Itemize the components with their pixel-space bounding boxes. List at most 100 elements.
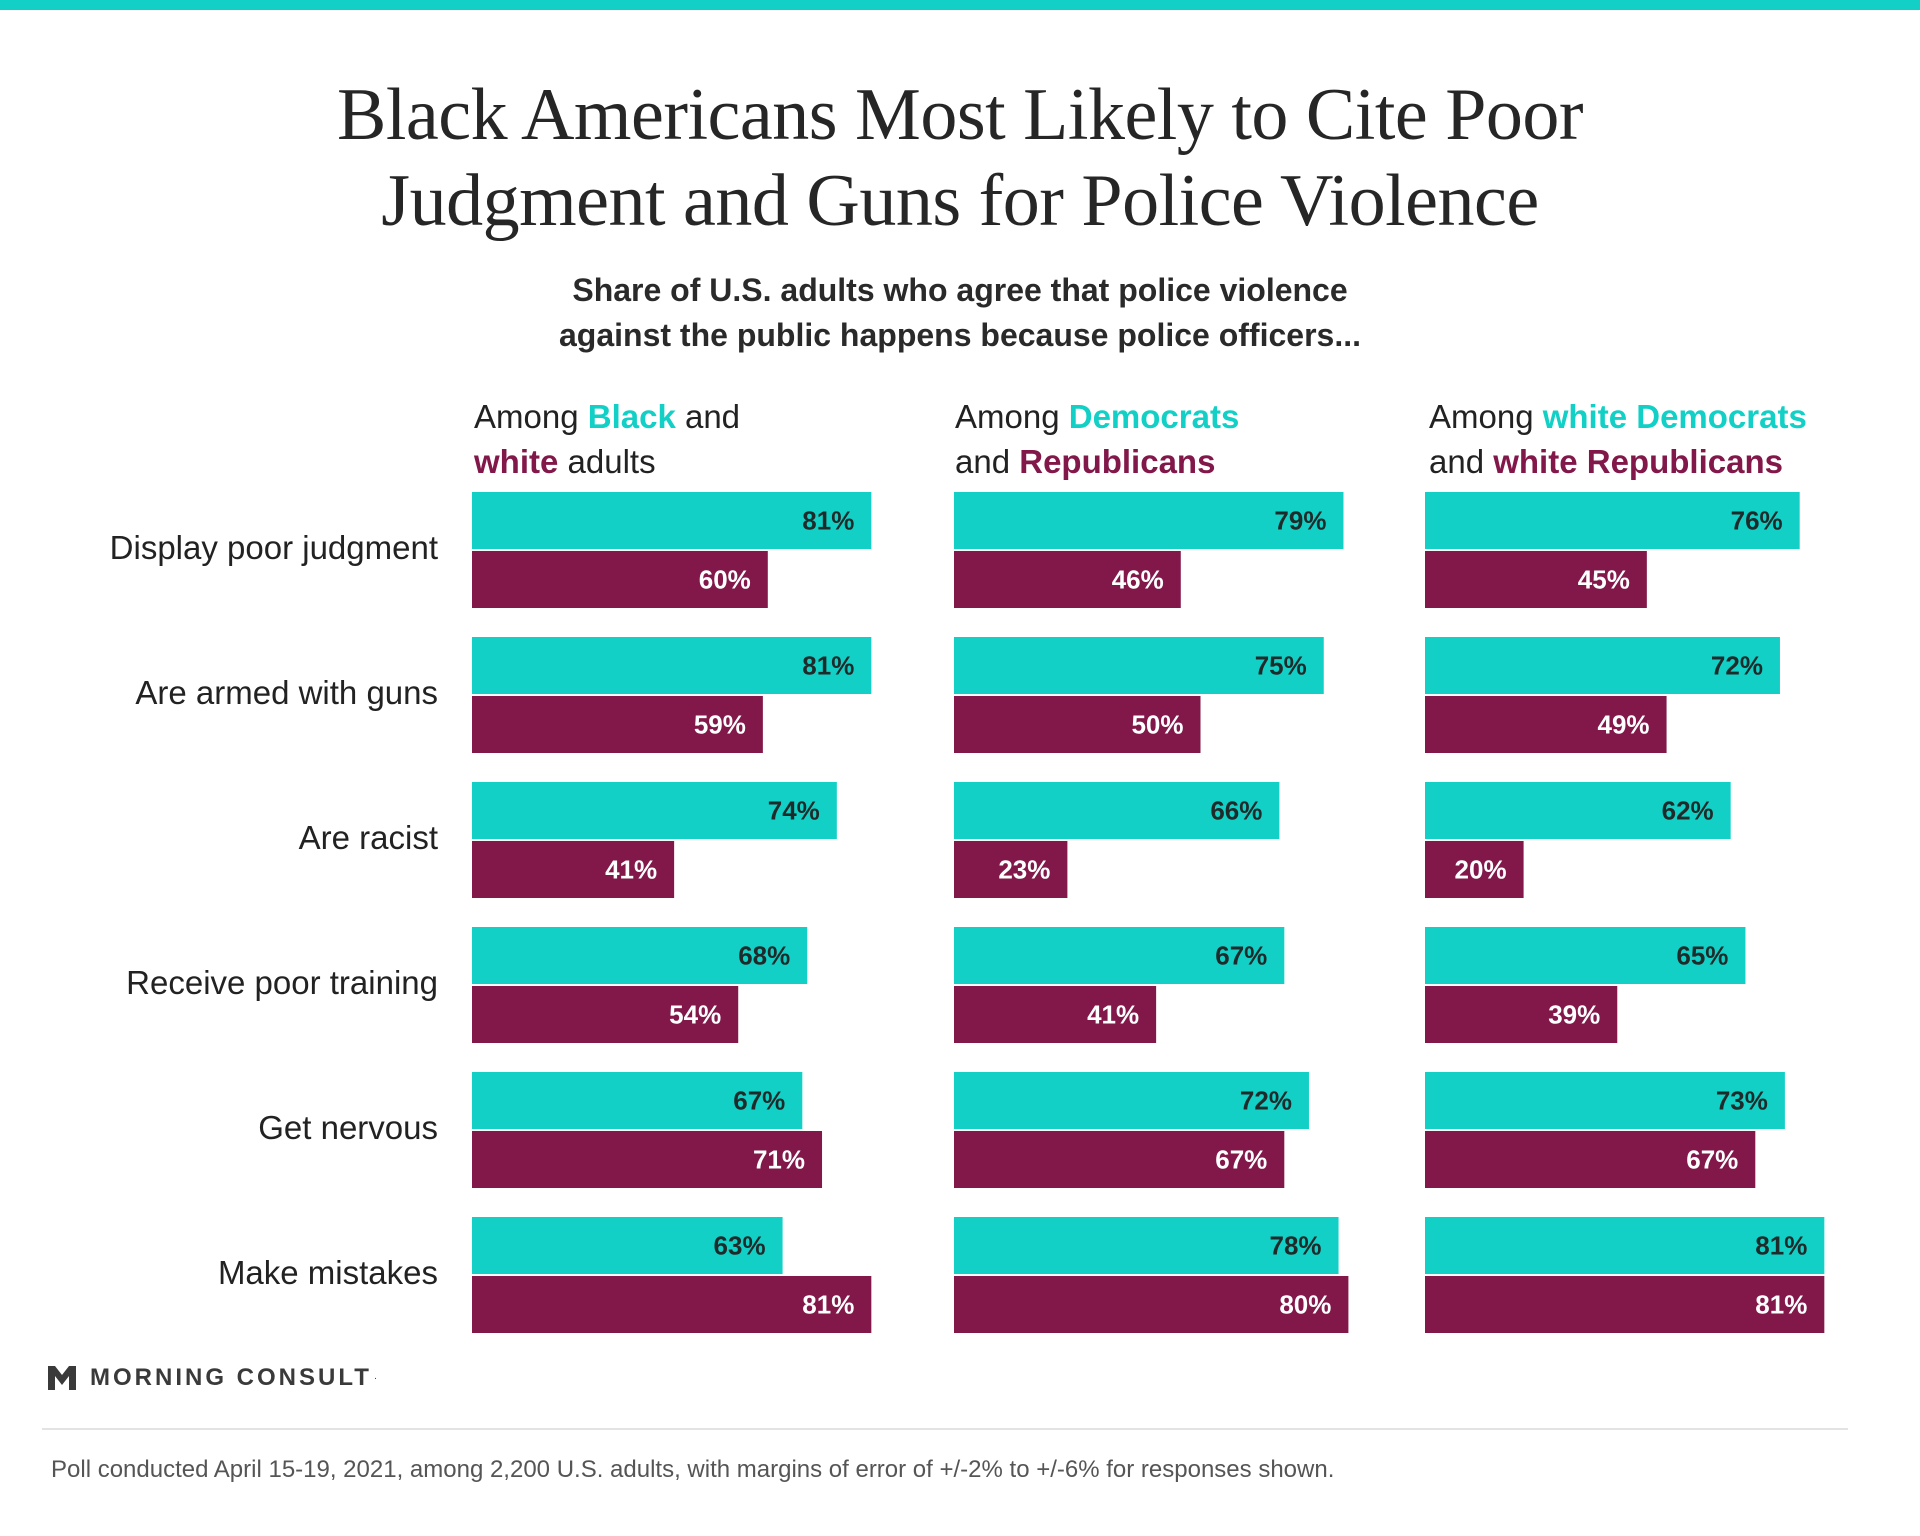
bar-white-receive-poor-training (472, 986, 739, 1043)
heading-text: Among (1429, 398, 1543, 435)
heading-group-a: white Democrats (1542, 398, 1807, 435)
panel-heading-democrats-republicans: Among Democrats and Republicans (955, 394, 1239, 484)
panel-heading-white-dem-rep: Among white Democrats and white Republic… (1429, 394, 1807, 484)
heading-text: and (955, 443, 1020, 480)
chart-subtitle: Share of U.S. adults who agree that poli… (0, 268, 1920, 358)
bar-democrats-get-nervous (954, 1072, 1309, 1129)
bar-value-label: 45% (1578, 565, 1630, 595)
bar-value-label: 80% (1279, 1290, 1331, 1320)
bar-republicans-display-poor-judgment (954, 551, 1181, 608)
bar-value-label: 81% (1755, 1231, 1807, 1261)
bar-value-label: 46% (1112, 565, 1164, 595)
bar-white-are-racist (472, 841, 675, 898)
bar-white-democrats-display-poor-judgment (1425, 492, 1800, 549)
category-label: Are racist (298, 819, 438, 856)
heading-group-b: Republicans (1019, 443, 1216, 480)
bar-value-label: 66% (1210, 796, 1262, 826)
bar-white-republicans-are-armed-with-guns (1425, 696, 1667, 753)
bar-value-label: 72% (1240, 1086, 1292, 1116)
bar-value-label: 23% (998, 855, 1050, 885)
bar-white-republicans-receive-poor-training (1425, 986, 1618, 1043)
panel-heading-line-1: Among Black and (474, 394, 740, 439)
logo-trademark: · (373, 1372, 378, 1384)
bar-value-label: 67% (1215, 1145, 1267, 1175)
bar-democrats-make-mistakes (954, 1217, 1339, 1274)
bar-value-label: 39% (1548, 1000, 1600, 1030)
bar-republicans-make-mistakes (954, 1276, 1349, 1333)
bar-value-label: 54% (669, 1000, 721, 1030)
heading-group-b: white Republicans (1493, 443, 1783, 480)
bar-republicans-get-nervous (954, 1131, 1285, 1188)
bar-value-label: 67% (1215, 941, 1267, 971)
category-label: Receive poor training (126, 964, 438, 1001)
chart-title-line-2: Judgment and Guns for Police Violence (381, 160, 1539, 242)
bar-white-democrats-make-mistakes (1425, 1217, 1825, 1274)
heading-text: and (1429, 443, 1494, 480)
bar-white-get-nervous (472, 1131, 823, 1188)
bar-value-label: 63% (714, 1231, 766, 1261)
bar-value-label: 41% (605, 855, 657, 885)
bar-republicans-receive-poor-training (954, 986, 1157, 1043)
bar-value-label: 74% (768, 796, 820, 826)
bar-value-label: 60% (699, 565, 751, 595)
footer-divider (42, 1428, 1848, 1430)
bar-white-democrats-are-armed-with-guns (1425, 637, 1780, 694)
bar-value-label: 67% (1686, 1145, 1738, 1175)
bar-white-democrats-are-racist (1425, 782, 1731, 839)
chart-subtitle-line-2: against the public happens because polic… (559, 317, 1361, 353)
category-label: Make mistakes (217, 1254, 438, 1291)
bar-white-are-armed-with-guns (472, 696, 763, 753)
bar-white-republicans-make-mistakes (1425, 1276, 1825, 1333)
bar-black-get-nervous (472, 1072, 803, 1129)
bar-value-label: 67% (733, 1086, 785, 1116)
chart-title: Black Americans Most Likely to Cite Poor… (0, 72, 1920, 244)
bar-value-label: 73% (1716, 1086, 1768, 1116)
chart-title-line-1: Black Americans Most Likely to Cite Poor (336, 74, 1584, 156)
bar-white-republicans-display-poor-judgment (1425, 551, 1647, 608)
bar-value-label: 65% (1676, 941, 1728, 971)
panel-heading-line-2: white adults (474, 439, 740, 484)
panel-heading-line-1: Among Democrats (955, 394, 1239, 439)
bar-value-label: 81% (1755, 1290, 1807, 1320)
panel-heading-line-1: Among white Democrats (1429, 394, 1807, 439)
bar-value-label: 41% (1087, 1000, 1139, 1030)
bar-white-display-poor-judgment (472, 551, 768, 608)
bar-value-label: 81% (802, 1290, 854, 1320)
bar-value-label: 78% (1269, 1231, 1321, 1261)
logo-text: MORNING CONSULT (90, 1364, 372, 1391)
footnote: Poll conducted April 15-19, 2021, among … (51, 1456, 1335, 1483)
bar-black-make-mistakes (472, 1217, 783, 1274)
morning-consult-logo-icon (48, 1366, 76, 1390)
bar-white-democrats-get-nervous (1425, 1072, 1785, 1129)
heading-group-a: Democrats (1068, 398, 1240, 435)
bar-democrats-are-racist (954, 782, 1280, 839)
bar-black-are-armed-with-guns (472, 637, 872, 694)
bar-value-label: 71% (753, 1145, 805, 1175)
bar-value-label: 76% (1731, 506, 1783, 536)
bar-white-republicans-get-nervous (1425, 1131, 1756, 1188)
bar-value-label: 50% (1131, 710, 1183, 740)
panel-heading-line-2: and white Republicans (1429, 439, 1807, 484)
panel-heading-line-2: and Republicans (955, 439, 1239, 484)
bar-black-display-poor-judgment (472, 492, 872, 549)
bar-white-make-mistakes (472, 1276, 872, 1333)
heading-text: adults (558, 443, 656, 480)
chart-subtitle-line-1: Share of U.S. adults who agree that poli… (572, 272, 1348, 308)
category-label: Display poor judgment (109, 529, 438, 566)
heading-group-a: Black (587, 398, 676, 435)
bar-black-receive-poor-training (472, 927, 808, 984)
heading-text: and (675, 398, 741, 435)
bar-republicans-are-racist (954, 841, 1068, 898)
bar-democrats-are-armed-with-guns (954, 637, 1324, 694)
bar-value-label: 79% (1274, 506, 1326, 536)
top-accent-bar (0, 0, 1920, 10)
bar-value-label: 62% (1662, 796, 1714, 826)
heading-text: Among (474, 398, 588, 435)
panel-heading-black-white: Among Black and white adults (474, 394, 740, 484)
bar-value-label: 81% (802, 506, 854, 536)
heading-text: Among (955, 398, 1069, 435)
morning-consult-logo: MORNING CONSULT · (48, 1364, 377, 1392)
bar-white-republicans-are-racist (1425, 841, 1524, 898)
bar-value-label: 68% (738, 941, 790, 971)
